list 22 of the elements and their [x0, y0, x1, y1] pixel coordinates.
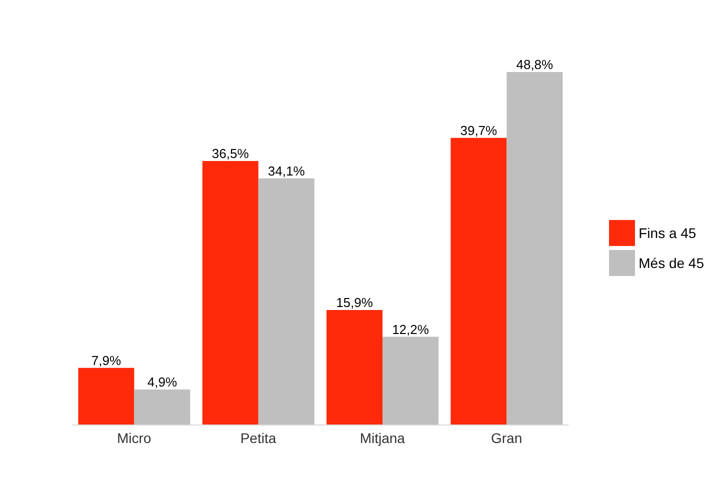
- data-label: 15,9%: [336, 294, 374, 310]
- data-label: 7,9%: [91, 352, 122, 368]
- legend-label: Més de 45: [638, 254, 704, 270]
- data-label: 48,8%: [516, 57, 554, 72]
- bar: [258, 178, 314, 425]
- x-tick-label: Petita: [240, 430, 276, 446]
- x-tick-label: Mitjana: [360, 430, 406, 446]
- data-label: 4,9%: [147, 374, 178, 390]
- bar: [506, 72, 563, 425]
- bar: [134, 390, 190, 425]
- bar: [382, 336, 439, 425]
- bar: [78, 368, 134, 425]
- data-label: 34,1%: [268, 163, 306, 178]
- bar: [326, 310, 383, 425]
- bar: [450, 138, 507, 425]
- x-tick-label: Gran: [490, 430, 522, 446]
- data-label: 36,5%: [212, 146, 250, 161]
- data-label: 12,2%: [392, 322, 430, 337]
- legend-label: Fins a 45: [638, 224, 696, 240]
- bar: [202, 160, 258, 425]
- x-tick-label: Micro: [116, 430, 152, 446]
- data-label: 39,7%: [460, 122, 498, 138]
